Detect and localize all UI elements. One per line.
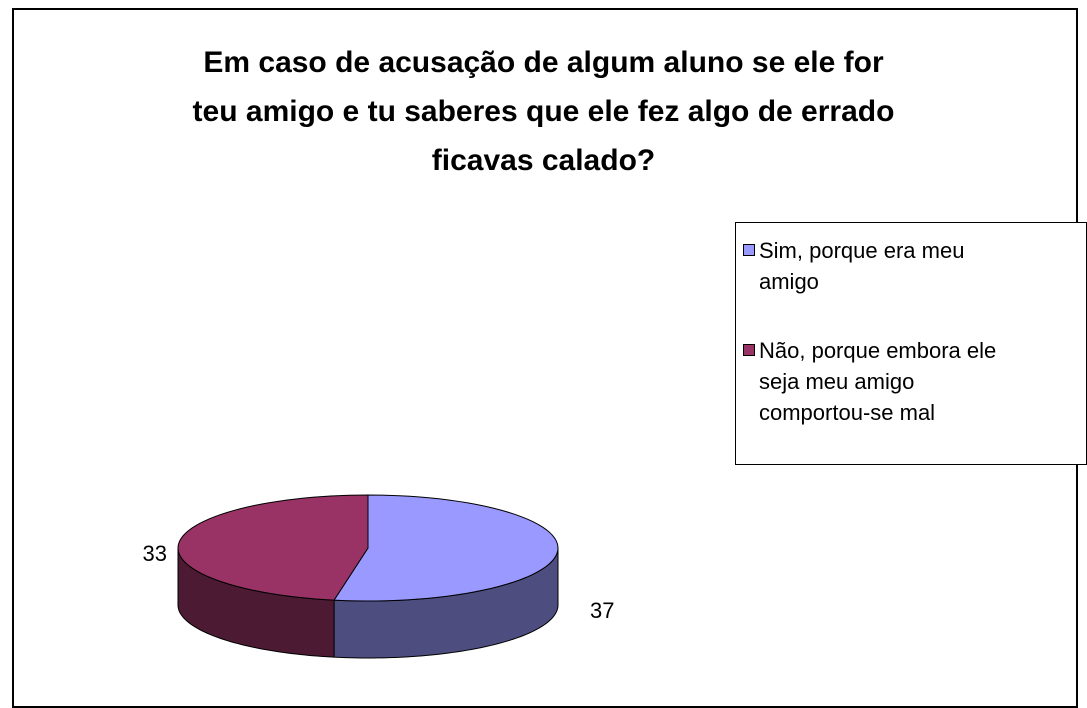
data-label: 33	[143, 541, 167, 566]
data-label: 37	[590, 598, 614, 623]
legend-swatch	[743, 244, 755, 256]
slice	[333, 494, 559, 602]
legend: Sim, porque era meu amigo Não, porque emb…	[735, 222, 1087, 465]
legend-swatch	[743, 344, 755, 356]
legend-label: Não, porque embora ele seja meu amigo co…	[759, 338, 997, 425]
chart-title: Em caso de acusação de algum aluno se el…	[192, 46, 895, 177]
slice	[177, 494, 369, 601]
legend-label: Sim, porque era meu amigo	[759, 238, 965, 294]
page: 37 33 Em caso de acusação de algum aluno …	[12, 8, 1087, 708]
chart: 37 33	[143, 494, 614, 659]
